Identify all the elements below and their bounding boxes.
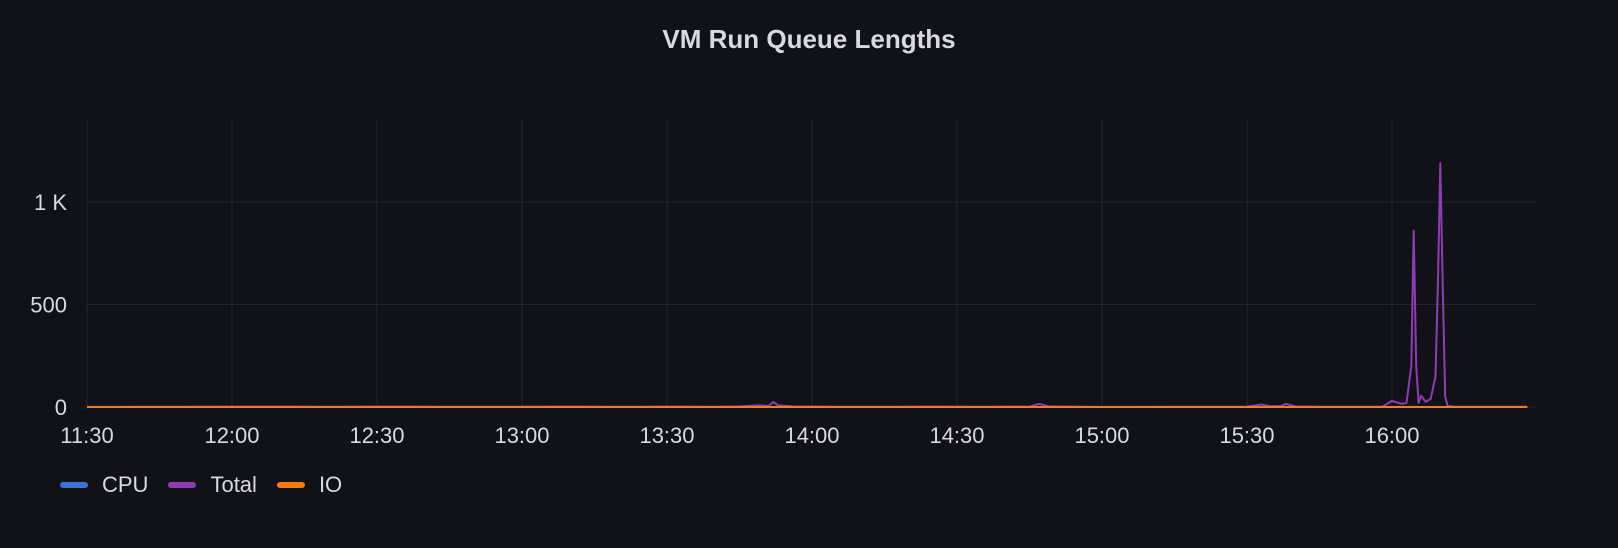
y-tick-label: 0 (55, 395, 67, 420)
x-tick-label: 11:30 (60, 423, 113, 448)
chart-title: VM Run Queue Lengths (662, 24, 956, 54)
legend-item-total[interactable]: Total (168, 472, 257, 498)
legend-item-cpu[interactable]: CPU (60, 472, 148, 498)
chart-legend: CPU Total IO (60, 472, 342, 498)
x-tick-label: 15:30 (1219, 423, 1274, 448)
legend-label-total: Total (210, 472, 257, 497)
y-tick-label: 1 K (34, 190, 67, 215)
x-tick-label: 16:00 (1364, 423, 1419, 448)
x-tick-label: 14:30 (929, 423, 984, 448)
series-line-total (86, 162, 1528, 408)
legend-swatch-total (168, 482, 197, 488)
x-tick-label: 13:00 (494, 423, 549, 448)
legend-label-cpu: CPU (102, 472, 149, 497)
legend-label-io: IO (318, 472, 343, 497)
legend-item-io[interactable]: IO (276, 472, 343, 498)
x-tick-label: 14:00 (784, 423, 839, 448)
x-tick-label: 15:00 (1074, 423, 1129, 448)
legend-swatch-io (276, 482, 305, 488)
x-tick-label: 12:00 (204, 423, 259, 448)
y-tick-label: 500 (30, 293, 67, 318)
x-tick-label: 12:30 (349, 423, 404, 448)
x-tick-label: 13:30 (639, 423, 694, 448)
legend-swatch-cpu (60, 482, 88, 488)
